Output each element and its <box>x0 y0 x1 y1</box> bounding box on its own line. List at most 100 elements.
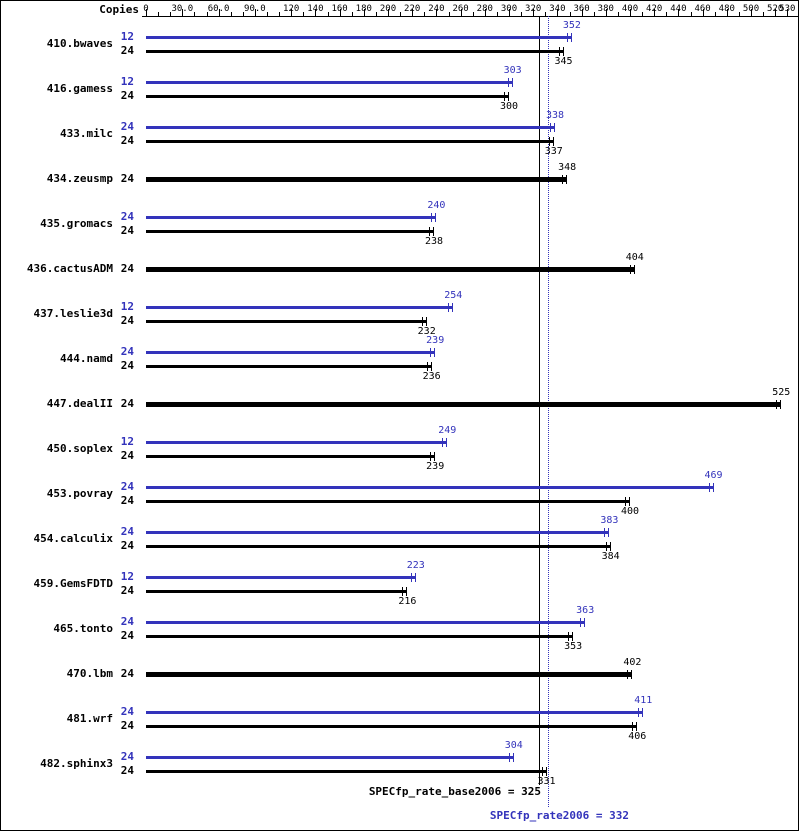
both-bar <box>146 176 568 182</box>
copies-label: 12 <box>120 300 134 313</box>
axis-tick <box>194 12 196 16</box>
bar-value-label: 238 <box>424 236 444 247</box>
bar-value-label: 303 <box>503 65 522 76</box>
benchmark-name: 444.namd <box>60 352 113 365</box>
base-bar <box>146 139 554 143</box>
bar-value-label: 525 <box>772 387 791 398</box>
axis-line <box>142 16 798 17</box>
axis-tick-label: 440 <box>670 4 687 14</box>
axis-tick-label: 480 <box>718 4 735 14</box>
run-marker <box>631 669 633 679</box>
copies-label: 12 <box>120 30 134 43</box>
base-bar <box>146 634 574 638</box>
axis-tick <box>291 9 293 16</box>
benchmark-name: 437.leslie3d <box>33 307 113 320</box>
peak-bar <box>146 755 514 759</box>
run-marker <box>434 347 436 357</box>
run-marker <box>562 174 564 184</box>
run-marker <box>431 212 433 222</box>
bar-value-label: 404 <box>625 252 644 263</box>
axis-tick <box>533 9 535 16</box>
axis-tick <box>424 12 426 16</box>
copies-label: 24 <box>120 120 134 133</box>
axis-tick-label: 140 <box>307 4 324 14</box>
bar-value-label: 239 <box>426 335 445 346</box>
axis-tick-label: 220 <box>404 4 421 14</box>
run-marker <box>632 721 634 731</box>
benchmark-name: 453.povray <box>46 487 113 500</box>
bar-value-label: 232 <box>417 326 436 337</box>
run-marker <box>512 752 514 762</box>
axis-tick <box>254 9 256 16</box>
axis-tick <box>702 9 704 16</box>
run-marker <box>452 302 454 312</box>
peak-bar <box>146 350 436 354</box>
benchmark-name: 434.zeusmp <box>46 172 113 185</box>
peak-bar <box>146 215 437 219</box>
benchmark-name: 436.cactusADM <box>26 262 113 275</box>
base-bar <box>146 94 509 98</box>
axis-tick <box>375 12 377 16</box>
bar-value-label: 348 <box>558 162 577 173</box>
run-marker <box>434 451 436 461</box>
benchmark-name: 481.wrf <box>66 712 113 725</box>
run-marker <box>421 316 423 326</box>
axis-tick-label: 320 <box>525 4 542 14</box>
axis-tick <box>509 9 510 16</box>
axis-tick <box>303 12 305 16</box>
axis-tick-label: 280 <box>476 4 493 14</box>
axis-tick-label: 420 <box>646 4 663 14</box>
copies-label: 24 <box>120 494 134 507</box>
axis-tick-label: 340 <box>549 4 566 14</box>
copies-label: 24 <box>120 397 134 410</box>
bar-value-label: 239 <box>426 461 445 472</box>
run-marker <box>708 482 710 492</box>
benchmark-name: 465.tonto <box>53 622 113 635</box>
run-marker <box>435 212 437 222</box>
run-marker <box>627 669 629 679</box>
axis-tick <box>242 12 244 16</box>
run-marker <box>429 226 430 236</box>
base-bar <box>146 454 436 458</box>
run-marker <box>430 361 432 371</box>
bar-value-label: 223 <box>406 560 425 571</box>
run-marker <box>433 226 434 236</box>
axis-tick <box>327 12 329 16</box>
run-marker <box>446 437 448 447</box>
copies-label: 24 <box>120 615 134 628</box>
base-bar <box>146 319 427 323</box>
benchmark-name: 470.lbm <box>66 667 113 680</box>
bar-value-label: 406 <box>628 731 647 742</box>
axis-tick <box>787 9 789 16</box>
run-marker <box>568 631 570 641</box>
run-marker <box>508 91 509 101</box>
run-marker <box>425 316 427 326</box>
axis-tick-label: 90.0 <box>244 4 266 14</box>
axis-tick <box>182 9 184 16</box>
both-bar <box>146 671 633 677</box>
benchmark-name: 450.soplex <box>46 442 113 455</box>
base-result-label: SPECfp_rate_base2006 = 325 <box>368 785 541 798</box>
axis-tick-label: 300 <box>500 4 518 14</box>
run-marker <box>638 707 640 717</box>
run-marker <box>541 766 543 776</box>
axis-tick <box>581 9 583 16</box>
axis-tick <box>206 12 208 16</box>
axis-tick <box>218 9 220 16</box>
axis-tick-label: 160 <box>331 4 348 14</box>
copies-label: 24 <box>120 705 134 718</box>
run-marker <box>554 122 555 132</box>
benchmark-name: 482.sphinx3 <box>40 757 113 770</box>
base-bar <box>146 49 564 53</box>
axis-tick-label: 200 <box>379 4 397 14</box>
copies-label: 12 <box>120 570 134 583</box>
benchmark-name: 433.milc <box>60 127 113 140</box>
peak-bar <box>146 485 714 489</box>
benchmark-name: 454.calculix <box>33 532 113 545</box>
axis-tick <box>412 9 414 16</box>
base-bar <box>146 544 611 548</box>
copies-label: 12 <box>120 435 134 448</box>
axis-tick <box>630 9 631 16</box>
run-marker <box>430 451 432 461</box>
